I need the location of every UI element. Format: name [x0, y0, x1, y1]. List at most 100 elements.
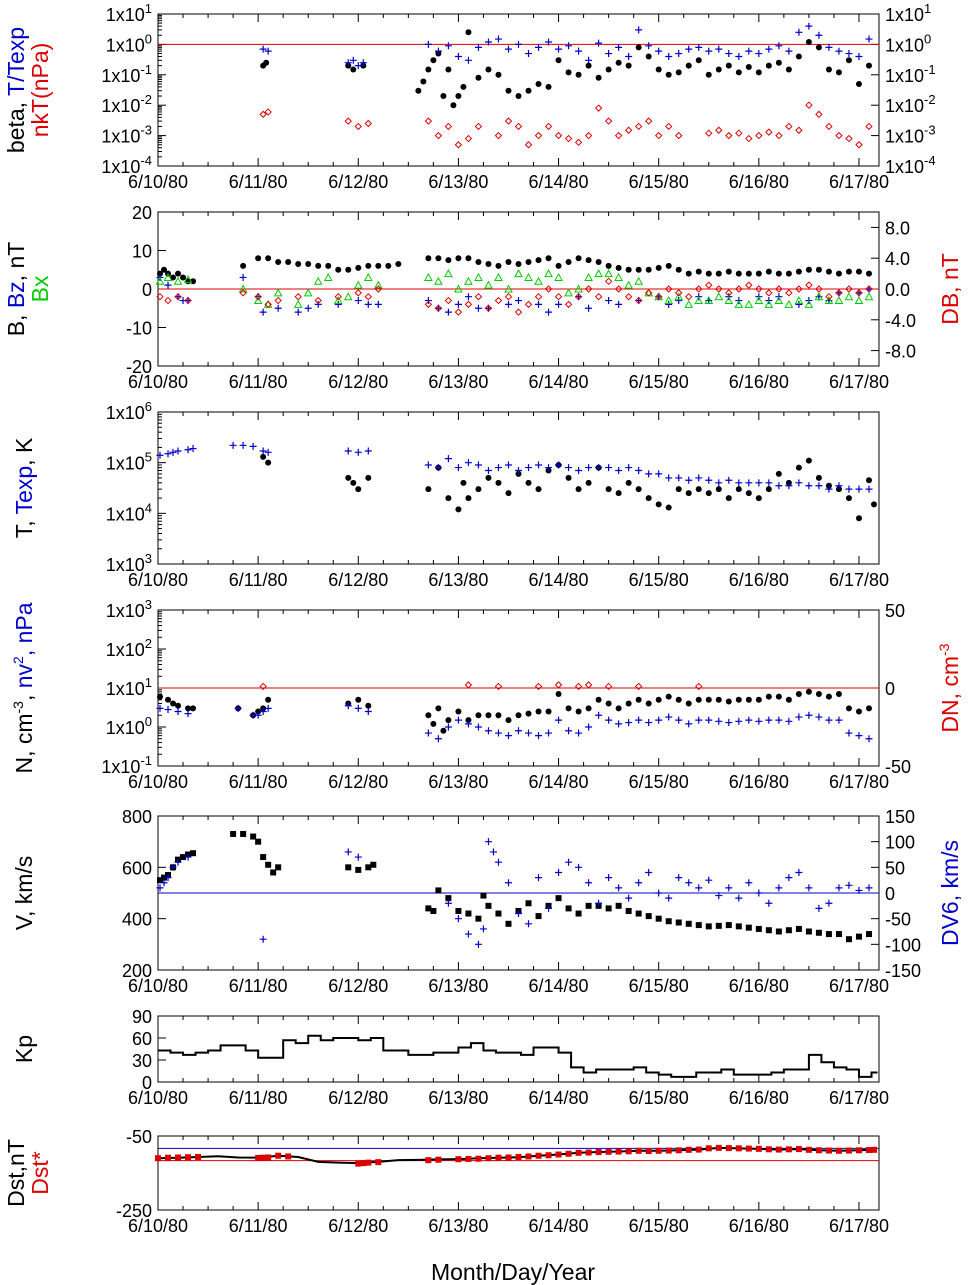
- data-point: [464, 134, 473, 143]
- data-point: [259, 110, 267, 119]
- data-point: [605, 486, 612, 493]
- data-point: [304, 304, 312, 312]
- data-point: [265, 696, 272, 703]
- y-right-tick-label: -4.0: [885, 311, 916, 331]
- data-point: [460, 83, 467, 90]
- data-point: [344, 848, 352, 856]
- data-point: [455, 907, 462, 914]
- data-point: [765, 479, 773, 487]
- data-point: [434, 735, 442, 743]
- data-point: [795, 713, 803, 721]
- data-point: [474, 723, 482, 731]
- data-point: [484, 280, 493, 289]
- data-point: [325, 262, 332, 269]
- data-point: [594, 104, 603, 112]
- x-tick-label: 6/13/80: [428, 976, 488, 996]
- data-point: [574, 284, 583, 293]
- data-point: [675, 69, 682, 76]
- data-point: [665, 894, 673, 902]
- data-point: [364, 707, 372, 715]
- data-point: [835, 716, 843, 724]
- x-tick-label: 6/10/80: [128, 372, 188, 392]
- data-point: [305, 260, 312, 267]
- data-point: [725, 1145, 732, 1152]
- data-point: [485, 902, 492, 909]
- data-point: [775, 42, 783, 50]
- data-point: [464, 56, 472, 64]
- y-right-tick-label: 0: [885, 679, 895, 699]
- data-point: [420, 78, 427, 85]
- data-point: [804, 299, 814, 308]
- data-point: [184, 296, 192, 305]
- data-point: [156, 884, 164, 892]
- y-right-axis-label: DV6, km/s: [937, 840, 963, 946]
- data-point: [695, 474, 703, 482]
- data-point: [350, 66, 357, 73]
- data-point: [865, 122, 873, 131]
- x-tick-label: 6/15/80: [629, 976, 689, 996]
- y-right-axis-label: DN, cm-3: [936, 643, 963, 732]
- data-point: [615, 1148, 622, 1155]
- data-point: [565, 1150, 572, 1157]
- data-point: [685, 45, 693, 53]
- data-point: [444, 269, 453, 278]
- data-point: [655, 915, 662, 922]
- data-point: [624, 280, 633, 289]
- data-point: [434, 47, 442, 55]
- y-right-tick-label: -100: [885, 935, 921, 955]
- data-point: [465, 1155, 472, 1162]
- panel-n: 6/10/80 6/11/80 6/12/80 6/13/80 6/14/80 6/15/…: [10, 597, 963, 792]
- data-point: [354, 297, 362, 305]
- data-point: [605, 50, 613, 58]
- y-tick-label: -50: [126, 1127, 152, 1147]
- data-point: [695, 922, 702, 929]
- x-tick-label: 6/10/80: [128, 772, 188, 792]
- data-point: [489, 848, 497, 856]
- data-point: [365, 262, 372, 269]
- data-point: [595, 259, 602, 266]
- data-point: [835, 69, 842, 76]
- data-point: [604, 269, 613, 278]
- data-point: [229, 441, 237, 449]
- data-point: [535, 486, 542, 493]
- data-point: [805, 281, 813, 289]
- panel-kp: 6/10/80 6/11/80 6/12/80 6/13/80 6/14/80 6/15/…: [11, 1007, 889, 1108]
- data-point: [464, 276, 473, 285]
- data-point: [170, 274, 177, 281]
- data-point: [775, 482, 783, 490]
- data-point: [363, 272, 373, 281]
- x-tick-label: 6/12/80: [328, 372, 388, 392]
- x-tick-label: 6/16/80: [729, 976, 789, 996]
- data-point: [434, 304, 443, 312]
- data-point: [715, 66, 722, 73]
- data-point: [765, 927, 772, 934]
- data-point: [715, 270, 722, 277]
- data-point: [574, 682, 583, 691]
- data-point: [865, 485, 873, 493]
- data-point: [594, 269, 603, 278]
- data-point: [424, 297, 432, 305]
- data-point: [525, 50, 533, 58]
- data-point: [170, 700, 177, 707]
- data-point: [624, 126, 633, 134]
- data-point: [725, 50, 733, 58]
- data-point: [175, 1154, 182, 1161]
- data-point: [685, 490, 692, 497]
- data-point: [254, 292, 262, 301]
- data-point: [424, 117, 433, 125]
- y-tick-label: 1x101: [106, 1, 152, 25]
- data-point: [835, 131, 843, 140]
- y-tick-label: 1x103: [106, 597, 152, 621]
- data-point: [515, 910, 522, 918]
- data-point: [765, 268, 772, 275]
- data-point: [545, 255, 552, 262]
- data-point: [525, 900, 532, 907]
- data-point: [685, 1146, 692, 1153]
- data-point: [614, 285, 623, 293]
- data-point: [444, 42, 452, 50]
- data-point: [554, 681, 563, 689]
- data-point: [354, 62, 362, 70]
- data-point: [354, 704, 362, 712]
- data-point: [625, 1148, 632, 1155]
- data-point: [815, 1147, 822, 1154]
